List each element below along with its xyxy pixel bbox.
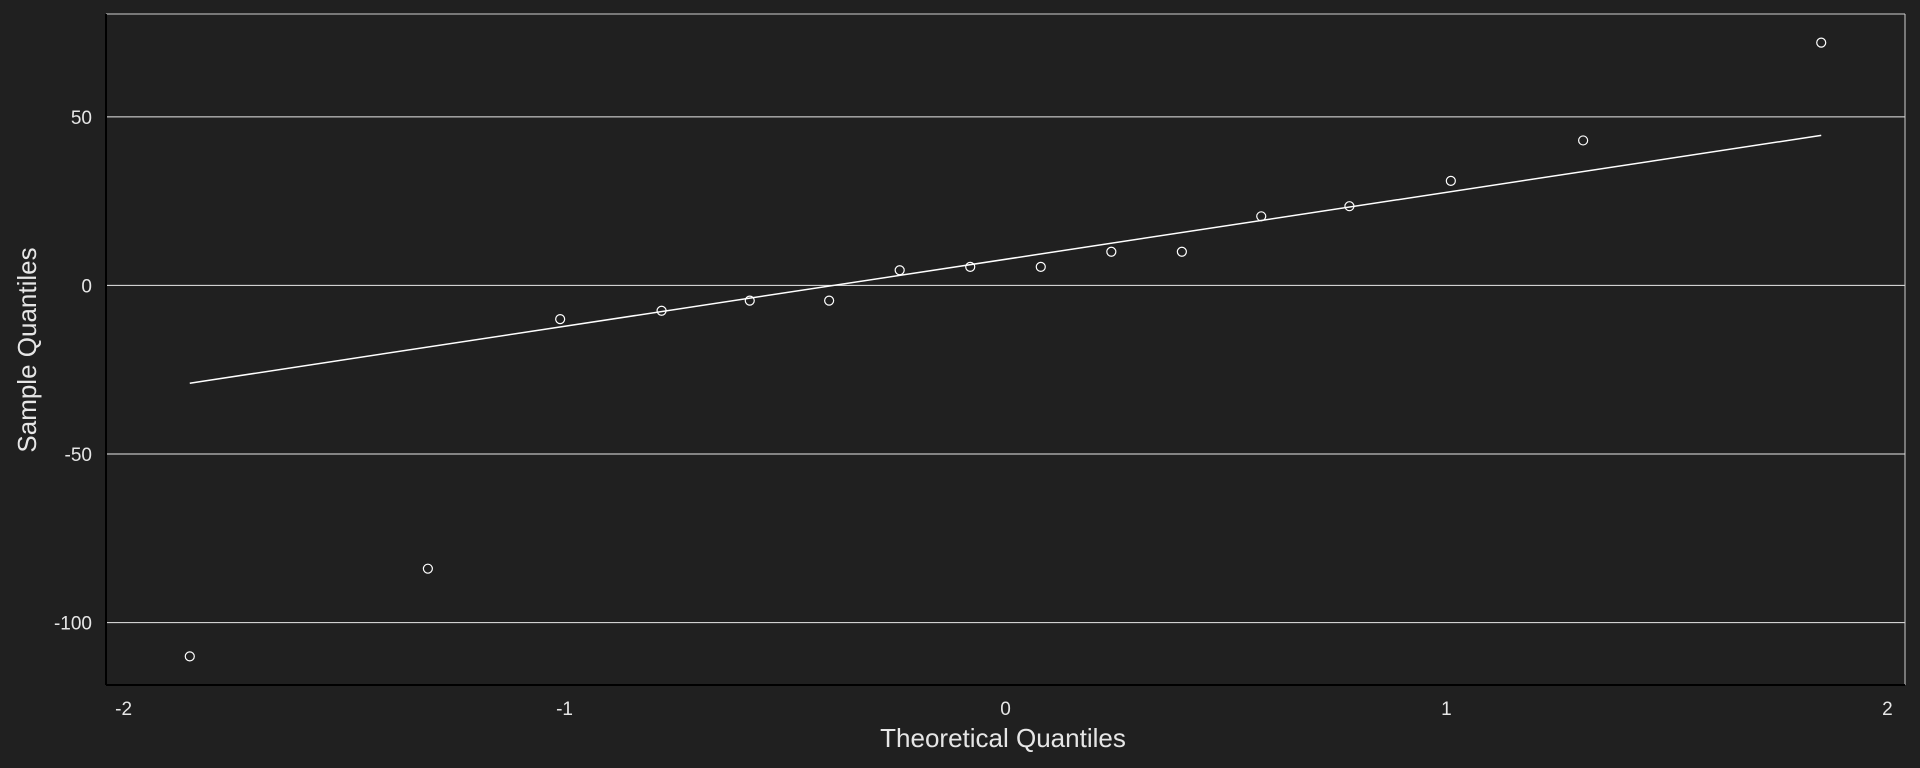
data-point-15: [1816, 37, 1827, 48]
data-point-7: [965, 261, 976, 272]
data-point-11: [1256, 211, 1267, 222]
data-point-6: [894, 265, 905, 276]
data-point-2: [555, 314, 566, 325]
data-point-3: [656, 305, 667, 316]
data-point-0: [184, 651, 195, 662]
data-point-8: [1035, 261, 1046, 272]
x-tick-label-1: -1: [556, 699, 573, 720]
y-tick-label-2: 0: [81, 276, 92, 297]
x-tick-label-0: -2: [115, 699, 132, 720]
reference-line: [189, 134, 1822, 384]
x-tick-label-2: 0: [1000, 699, 1011, 720]
y-tick-label-0: -100: [54, 614, 92, 635]
data-point-1: [422, 563, 433, 574]
reference-line-layer: [189, 134, 1822, 384]
data-point-5: [824, 295, 835, 306]
x-tick-label-4: 2: [1882, 699, 1893, 720]
grid-layer: [106, 116, 1905, 624]
data-point-14: [1578, 135, 1589, 146]
y-tick-label-1: -50: [65, 445, 92, 466]
x-axis-label: Theoretical Quantiles: [880, 723, 1126, 753]
data-point-9: [1106, 246, 1117, 257]
y-axis-label: Sample Quantiles: [12, 247, 42, 452]
x-tick-label-3: 1: [1441, 699, 1452, 720]
data-point-4: [744, 295, 755, 306]
points-layer: [184, 37, 1827, 662]
data-point-13: [1445, 175, 1456, 187]
tick-labels-layer: -2 -1 0 1 2 -100 -50 0 50: [54, 108, 1893, 720]
axes-layer: [105, 13, 1906, 686]
data-point-10: [1176, 246, 1187, 257]
y-tick-label-3: 50: [71, 108, 92, 129]
data-point-12: [1344, 201, 1355, 212]
